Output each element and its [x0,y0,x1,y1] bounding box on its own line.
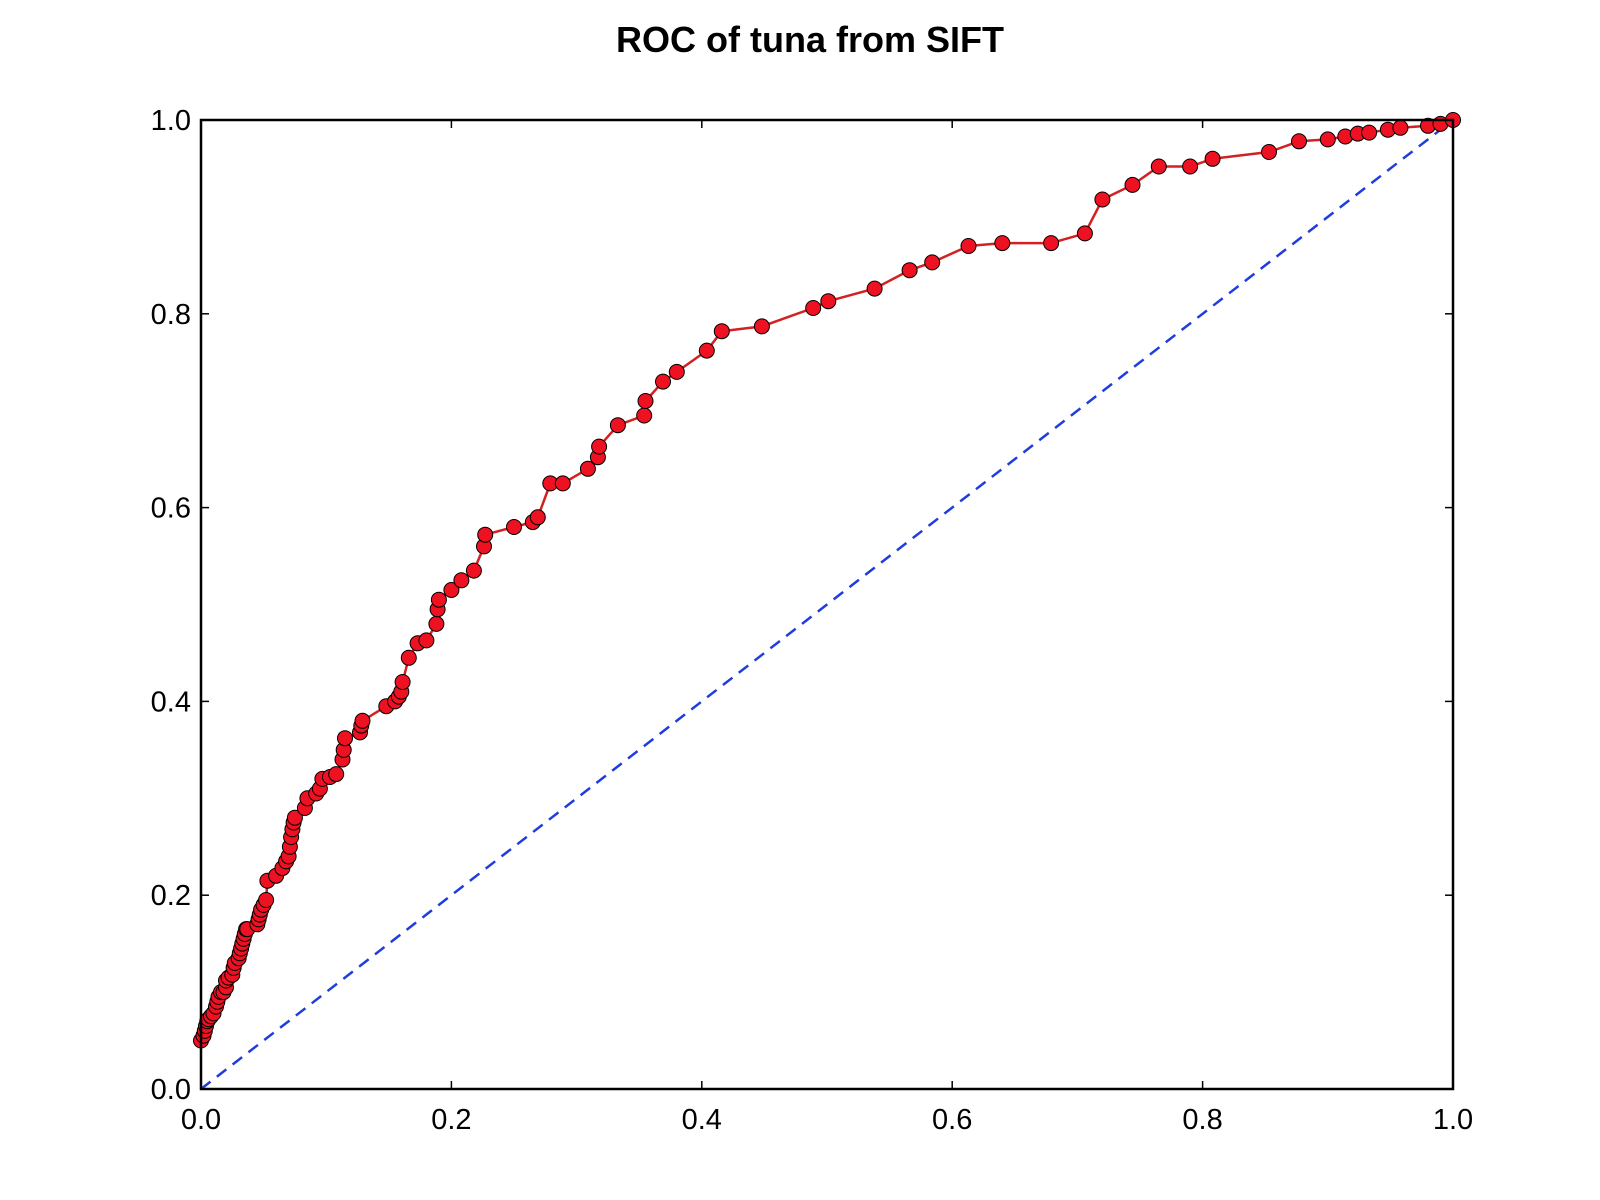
roc-line-layer [199,118,1454,1042]
y-tick-label: 1.0 [151,105,191,137]
roc-data-point [1261,144,1277,160]
roc-data-point [960,238,977,254]
roc-data-point [698,342,715,359]
roc-data-point [286,809,303,826]
chance-line-layer [200,119,1454,1090]
roc-data-point [637,393,654,409]
x-tick-label: 0.6 [932,1104,972,1136]
roc-data-point [337,730,353,747]
y-tick-labels: 0.0 0.2 0.4 0.6 0.8 1.0 [151,105,191,1106]
roc-data-point [820,293,837,310]
roc-data-point [1124,176,1141,193]
roc-data-point [609,417,626,434]
y-tick-label: 0.2 [151,880,191,912]
roc-data-point [465,562,482,579]
y-tick-label: 0.4 [151,686,191,718]
chart-title: ROC of tuna from SIFT [616,19,1004,60]
roc-data-point [636,407,653,424]
x-tick-label: 0.2 [431,1104,471,1136]
roc-data-point [554,475,571,492]
roc-data-point [1094,191,1111,208]
roc-data-point [805,300,822,316]
roc-data-point [477,526,494,543]
roc-data-point [901,262,918,279]
roc-data-point [713,323,730,340]
roc-data-point [1204,150,1221,167]
roc-data-point [1076,225,1093,242]
x-tick-label: 0.8 [1182,1104,1222,1136]
roc-data-point [753,318,770,335]
y-tick-label: 0.6 [151,493,191,525]
roc-data-point [1043,235,1060,252]
y-tick-label: 0.8 [151,299,191,331]
x-tick-label: 0.0 [181,1104,221,1136]
roc-data-point [394,674,411,690]
roc-data-point [506,519,522,535]
roc-data-point [1392,119,1409,136]
roc-data-point [1319,131,1336,148]
roc-data-point [1361,124,1378,141]
chance-diagonal-line [200,119,1454,1090]
roc-data-point [866,280,883,297]
roc-data-point [428,615,445,632]
y-tick-label: 0.0 [151,1074,191,1106]
roc-data-point [453,572,470,589]
roc-data-point [443,582,460,598]
roc-data-point [1291,133,1307,150]
roc-data-point [591,438,608,455]
x-tick-label: 0.4 [682,1104,722,1136]
roc-data-point [655,373,671,390]
roc-data-point [328,766,345,783]
roc-data-point [529,509,546,526]
axes-frame [199,118,1455,1091]
roc-points-layer [193,112,1461,1049]
roc-data-point [418,632,435,649]
roc-data-point [924,254,941,271]
x-tick-label: 1.0 [1433,1104,1473,1136]
roc-data-point [258,892,275,908]
roc-data-point [994,235,1011,252]
roc-data-point [354,712,371,729]
x-tick-labels: 0.0 0.2 0.4 0.6 0.8 1.0 [181,1104,1473,1136]
roc-data-point [579,460,596,477]
roc-data-point [400,649,417,666]
roc-data-point [668,363,685,380]
roc-data-point [430,591,447,608]
roc-curve-line [199,118,1454,1042]
roc-data-point [1182,158,1199,175]
roc-data-point [1150,158,1167,175]
